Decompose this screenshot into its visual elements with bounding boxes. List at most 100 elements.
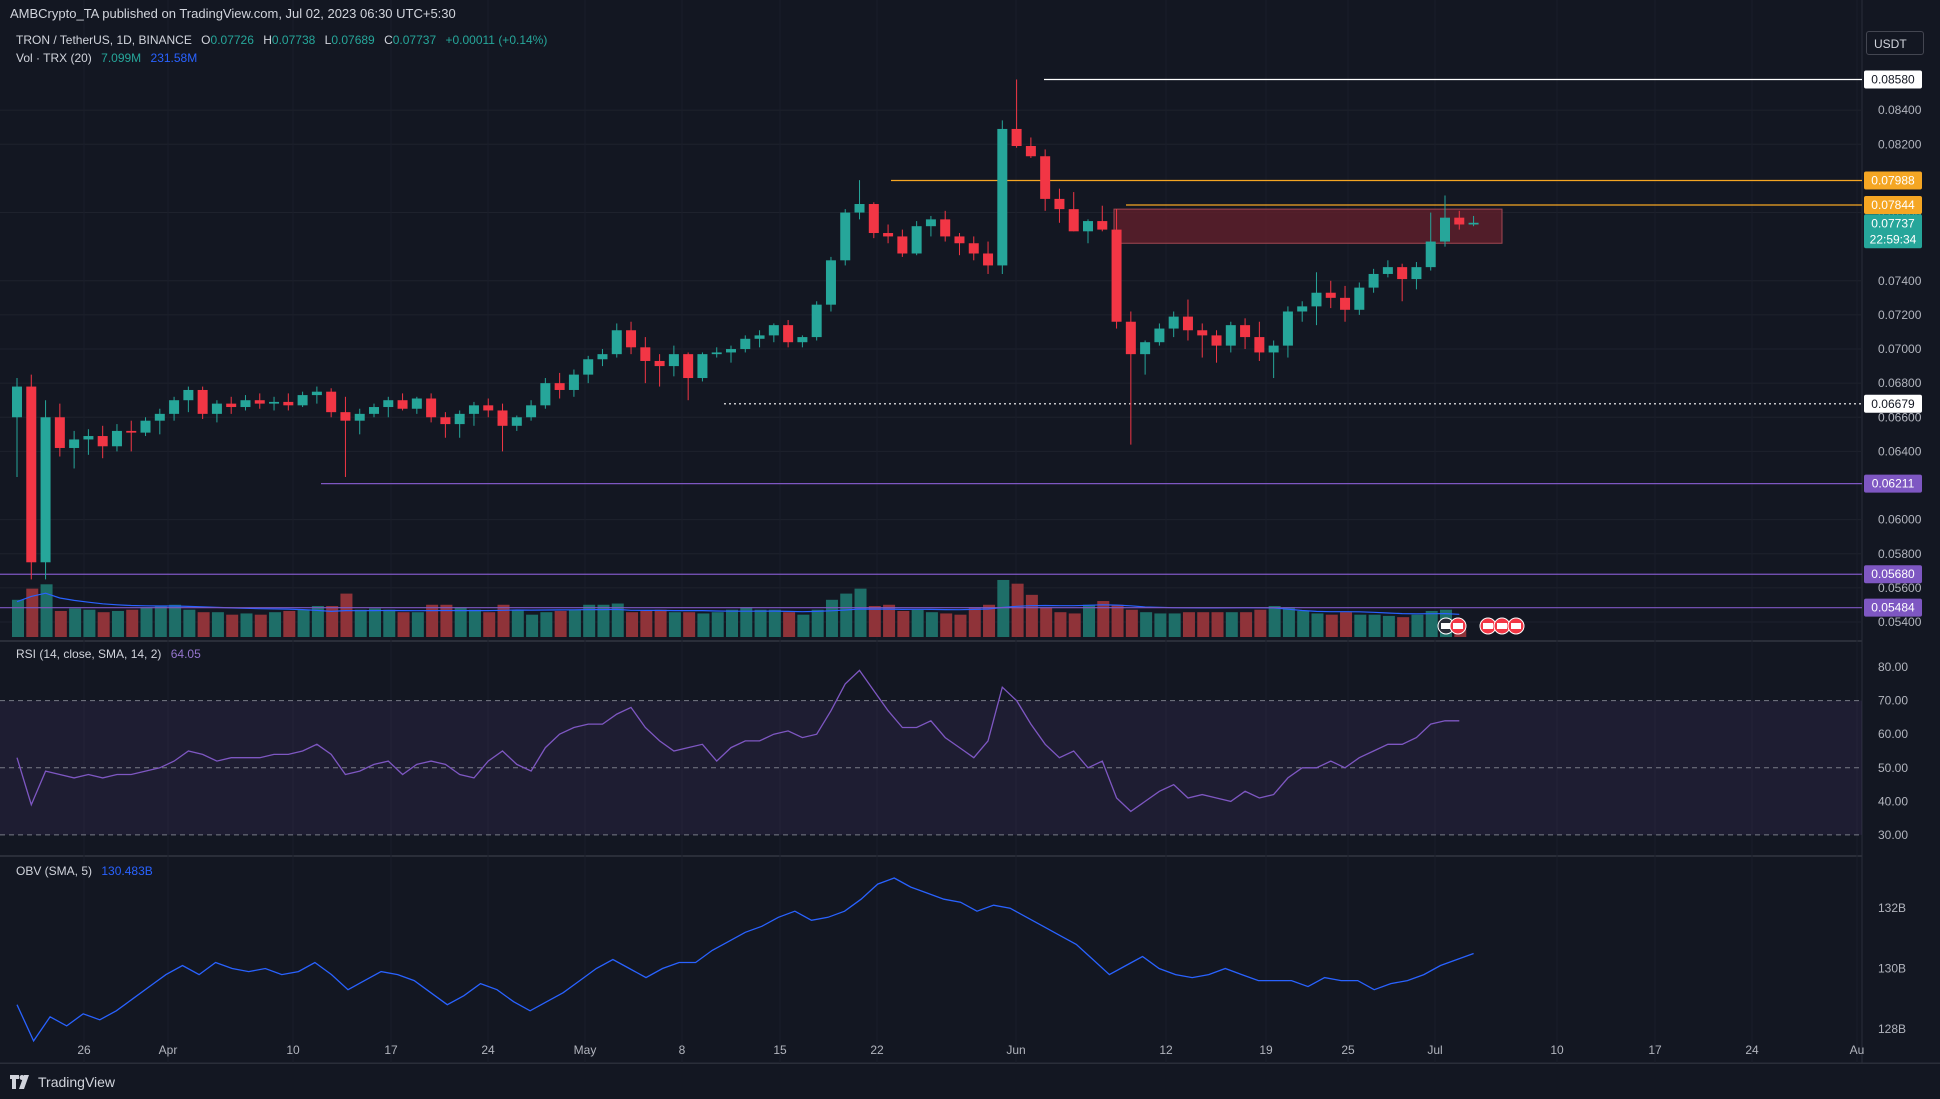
event-flag-icons[interactable]	[1437, 617, 1525, 635]
volume-bar	[1282, 607, 1295, 637]
price-tick-label: 0.05600	[1878, 581, 1922, 595]
grid-lines	[0, 109, 1862, 623]
candle-body	[711, 352, 722, 355]
volume-bar	[383, 609, 396, 637]
volume-bar	[140, 607, 153, 637]
currency-button[interactable]: USDT	[1866, 31, 1924, 55]
obv-tick-label: 128B	[1878, 1022, 1906, 1036]
publish-info: AMBCrypto_TA published on TradingView.co…	[10, 6, 456, 21]
price-tick-label: 0.06600	[1878, 410, 1922, 424]
candle-body	[1397, 267, 1408, 280]
candle-body	[825, 260, 836, 305]
candle-body	[597, 354, 608, 360]
volume-bar	[1411, 614, 1424, 637]
volume-ma-value: 231.58M	[150, 51, 198, 65]
candle-body	[169, 400, 180, 414]
candle-body	[12, 386, 22, 418]
candle-body	[640, 347, 651, 361]
rsi-label[interactable]: RSI (14, close, SMA, 14, 2)	[16, 647, 162, 661]
candle-body	[668, 354, 679, 367]
rsi-path	[16, 669, 1460, 813]
volume-bar	[1382, 615, 1395, 637]
candle-body	[226, 403, 237, 408]
time-tick-label: 12	[1159, 1043, 1173, 1057]
candle-body	[340, 412, 351, 421]
candle-body	[1011, 128, 1022, 147]
candle-body	[726, 349, 736, 353]
candle-body	[1240, 325, 1251, 338]
volume-bar	[169, 604, 182, 637]
candle-body	[54, 417, 65, 448]
volume-bar	[226, 614, 239, 637]
candle-body	[1297, 306, 1308, 312]
volume-bar	[1111, 604, 1124, 637]
volume-bar	[925, 612, 938, 637]
candle-body	[26, 386, 37, 563]
volume-bar	[1068, 613, 1081, 637]
volume-bar	[1340, 612, 1353, 637]
time-axis[interactable]: 26 Apr 10 17 24 May 8 15 22 Jun 12 19 25 Jul 10 17 24 Au	[77, 1043, 1864, 1057]
volume-bar	[468, 609, 481, 637]
volume-bar	[111, 610, 124, 637]
volume-bar	[40, 584, 53, 637]
candle-body	[1311, 292, 1322, 307]
volume-bar	[597, 604, 610, 637]
volume-bar	[1182, 612, 1195, 637]
volume-bar	[1354, 614, 1367, 637]
volume-bar	[726, 609, 738, 637]
time-tick-label: Au	[1850, 1043, 1865, 1057]
volume-bar	[511, 609, 524, 637]
level-price-tag	[1864, 394, 1922, 413]
bearish-order-block[interactable]	[1113, 208, 1503, 244]
horizontal-levels[interactable]	[0, 78, 1862, 609]
price-tick-label: 0.05800	[1878, 547, 1922, 561]
candle-body	[797, 337, 808, 343]
time-tick-label: 24	[1745, 1043, 1759, 1057]
candle-body	[925, 219, 936, 227]
price-tick-label: 0.06400	[1878, 444, 1922, 458]
candle-body	[211, 403, 222, 414]
level-price-tags: 0.08580 0.07988 0.07844 0.07737 22:59:34 0.06…	[1864, 70, 1922, 617]
symbol-title[interactable]: TRON / TetherUS, 1D, BINANCE	[16, 33, 192, 47]
obv-legend[interactable]: OBV (SMA, 5) 130.483B	[16, 864, 159, 878]
symbol-legend[interactable]: TRON / TetherUS, 1D, BINANCE O0.07726 H0…	[16, 33, 553, 47]
volume-bar	[568, 609, 581, 637]
obv-axis[interactable]: 132B 130B 128B	[1878, 901, 1906, 1036]
volume-label[interactable]: Vol · TRX (20)	[16, 51, 92, 65]
rsi-axis[interactable]: 80.00 70.00 60.00 50.00 40.00 30.00	[1878, 660, 1908, 842]
level-price-tag-text: 0.07844	[1871, 198, 1915, 212]
candle-body	[1368, 273, 1379, 288]
candle-body	[154, 413, 165, 421]
volume-bar	[754, 609, 767, 637]
tradingview-logo-icon	[10, 1075, 29, 1089]
volume-legend[interactable]: Vol · TRX (20) 7.099M 231.58M	[16, 51, 203, 65]
candle-body	[526, 405, 537, 418]
candle-body	[1168, 316, 1179, 329]
rsi-tick-label: 80.00	[1878, 660, 1908, 674]
tradingview-logo[interactable]: TradingView	[10, 1074, 115, 1090]
rsi-legend[interactable]: RSI (14, close, SMA, 14, 2) 64.05	[16, 647, 207, 661]
rsi-tick-label: 40.00	[1878, 794, 1908, 808]
obv-label[interactable]: OBV (SMA, 5)	[16, 864, 93, 878]
volume-bar	[811, 609, 824, 637]
event-flag-stripe	[1497, 623, 1507, 629]
candle-body	[1083, 221, 1093, 232]
level-price-tag	[1864, 70, 1922, 89]
event-flag-stripe	[1441, 623, 1451, 629]
candle-body	[369, 407, 379, 414]
candle-body	[468, 405, 479, 414]
candle-body	[1454, 217, 1465, 225]
candle-body	[1068, 209, 1079, 232]
chart-canvas[interactable]: 0.084000.082000.078000.074000.072000.070…	[0, 0, 1940, 1063]
time-tick-label: Apr	[159, 1043, 178, 1057]
candlesticks	[12, 79, 1479, 580]
volume-bar	[1054, 612, 1067, 637]
candle-body	[1140, 342, 1151, 355]
candle-body	[254, 400, 265, 404]
candle-body	[868, 204, 879, 234]
volume-bar	[1040, 607, 1053, 637]
volume-bar	[783, 612, 796, 637]
time-tick-label: 26	[77, 1043, 91, 1057]
volume-bar	[740, 607, 753, 637]
candle-body	[1182, 316, 1193, 331]
